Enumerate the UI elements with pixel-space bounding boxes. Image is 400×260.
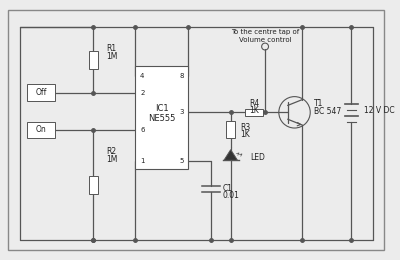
Text: 6: 6 <box>140 127 145 133</box>
Text: 1K: 1K <box>250 106 259 115</box>
Bar <box>246 109 263 116</box>
Bar <box>89 176 98 194</box>
Text: T1: T1 <box>314 99 324 108</box>
Text: NE555: NE555 <box>148 114 176 123</box>
Text: Off: Off <box>36 88 47 97</box>
Text: On: On <box>36 126 47 134</box>
Text: 12 V DC: 12 V DC <box>364 106 395 115</box>
Polygon shape <box>224 150 238 160</box>
Text: 1: 1 <box>140 158 145 164</box>
Text: C1: C1 <box>223 184 233 193</box>
Text: 1K: 1K <box>240 131 250 139</box>
Bar <box>28 84 55 101</box>
Text: 4: 4 <box>140 73 144 79</box>
Text: LED: LED <box>250 153 265 162</box>
Text: R2: R2 <box>106 147 116 156</box>
Bar <box>136 66 188 169</box>
Bar <box>28 122 55 138</box>
Text: IC1: IC1 <box>155 104 169 113</box>
Text: 5: 5 <box>180 158 184 164</box>
Text: 8: 8 <box>179 73 184 79</box>
Text: 2: 2 <box>140 90 144 96</box>
Text: 1M: 1M <box>106 52 118 61</box>
Text: R1: R1 <box>106 44 116 53</box>
Text: 1M: 1M <box>106 155 118 164</box>
Text: To the centre tap of: To the centre tap of <box>231 29 299 35</box>
Text: BC 547: BC 547 <box>314 107 342 116</box>
Text: Volume control: Volume control <box>239 37 291 43</box>
Bar <box>89 51 98 69</box>
Bar <box>226 121 235 138</box>
Text: 3: 3 <box>179 109 184 115</box>
Text: R4: R4 <box>249 99 260 108</box>
Text: 0.01: 0.01 <box>223 191 240 200</box>
Text: R3: R3 <box>240 122 251 132</box>
